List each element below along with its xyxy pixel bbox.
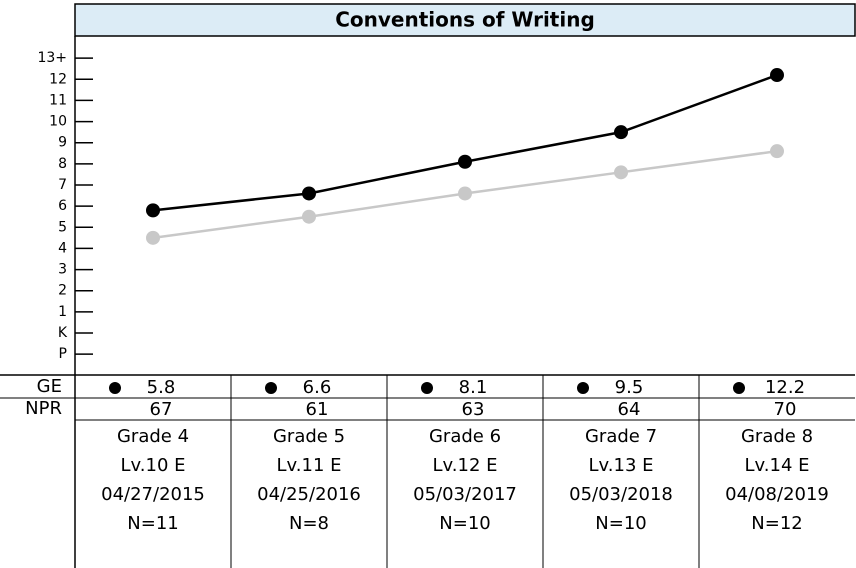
ge-value: 6.6 — [303, 377, 332, 398]
y-tick-label: 3 — [58, 262, 67, 278]
point — [614, 165, 628, 180]
point — [146, 230, 160, 245]
y-tick-label: 12 — [49, 71, 67, 87]
ge-value: 8.1 — [459, 377, 488, 398]
point — [146, 203, 160, 218]
grade: Grade 5 — [273, 426, 345, 447]
y-tick-label: 6 — [58, 198, 67, 214]
grade: Grade 7 — [585, 426, 657, 447]
grade: Grade 6 — [429, 426, 501, 447]
grade: Grade 4 — [117, 426, 189, 447]
y-tick-label: 1 — [58, 304, 67, 320]
npr-value: 63 — [462, 399, 485, 420]
point — [770, 68, 784, 83]
chart-title: Conventions of Writing — [335, 8, 595, 32]
count: N=12 — [751, 513, 802, 534]
ge-dot — [265, 382, 277, 394]
y-tick-label: 4 — [58, 240, 67, 256]
level: Lv.11 E — [276, 455, 341, 476]
date: 04/08/2019 — [725, 484, 829, 505]
y-tick-label: K — [58, 325, 68, 341]
point — [302, 186, 316, 201]
y-tick-label: 10 — [49, 114, 67, 130]
y-tick-label: 13+ — [37, 50, 67, 66]
ge-value: 5.8 — [147, 377, 176, 398]
count: N=11 — [127, 513, 178, 534]
row-label: NPR — [25, 398, 62, 419]
grade: Grade 8 — [741, 426, 813, 447]
level: Lv.10 E — [120, 455, 185, 476]
point — [302, 209, 316, 224]
y-tick-label: 2 — [58, 283, 67, 299]
y-tick-label: 11 — [49, 92, 67, 108]
ge-value: 9.5 — [615, 377, 644, 398]
ge-dot — [577, 382, 589, 394]
ge-dot — [421, 382, 433, 394]
count: N=8 — [289, 513, 329, 534]
point — [614, 125, 628, 140]
ge-value: 12.2 — [765, 377, 805, 398]
y-tick-label: 5 — [58, 219, 67, 235]
date: 04/25/2016 — [257, 484, 361, 505]
y-tick-label: 7 — [58, 177, 67, 193]
ge-dot — [109, 382, 121, 394]
npr-value: 64 — [618, 399, 641, 420]
level: Lv.13 E — [588, 455, 653, 476]
level: Lv.12 E — [432, 455, 497, 476]
date: 05/03/2017 — [413, 484, 517, 505]
y-tick-label: P — [59, 346, 67, 362]
level: Lv.14 E — [744, 455, 809, 476]
point — [770, 144, 784, 159]
npr-value: 67 — [150, 399, 173, 420]
y-tick-label: 9 — [58, 135, 67, 151]
row-label: GE — [37, 376, 62, 397]
npr-value: 61 — [306, 399, 329, 420]
date: 04/27/2015 — [101, 484, 205, 505]
count: N=10 — [439, 513, 490, 534]
ge-dot — [733, 382, 745, 394]
y-tick-label: 8 — [58, 156, 67, 172]
point — [458, 186, 472, 201]
title-bar — [74, 3, 856, 37]
date: 05/03/2018 — [569, 484, 673, 505]
point — [458, 154, 472, 169]
npr-value: 70 — [774, 399, 797, 420]
count: N=10 — [595, 513, 646, 534]
